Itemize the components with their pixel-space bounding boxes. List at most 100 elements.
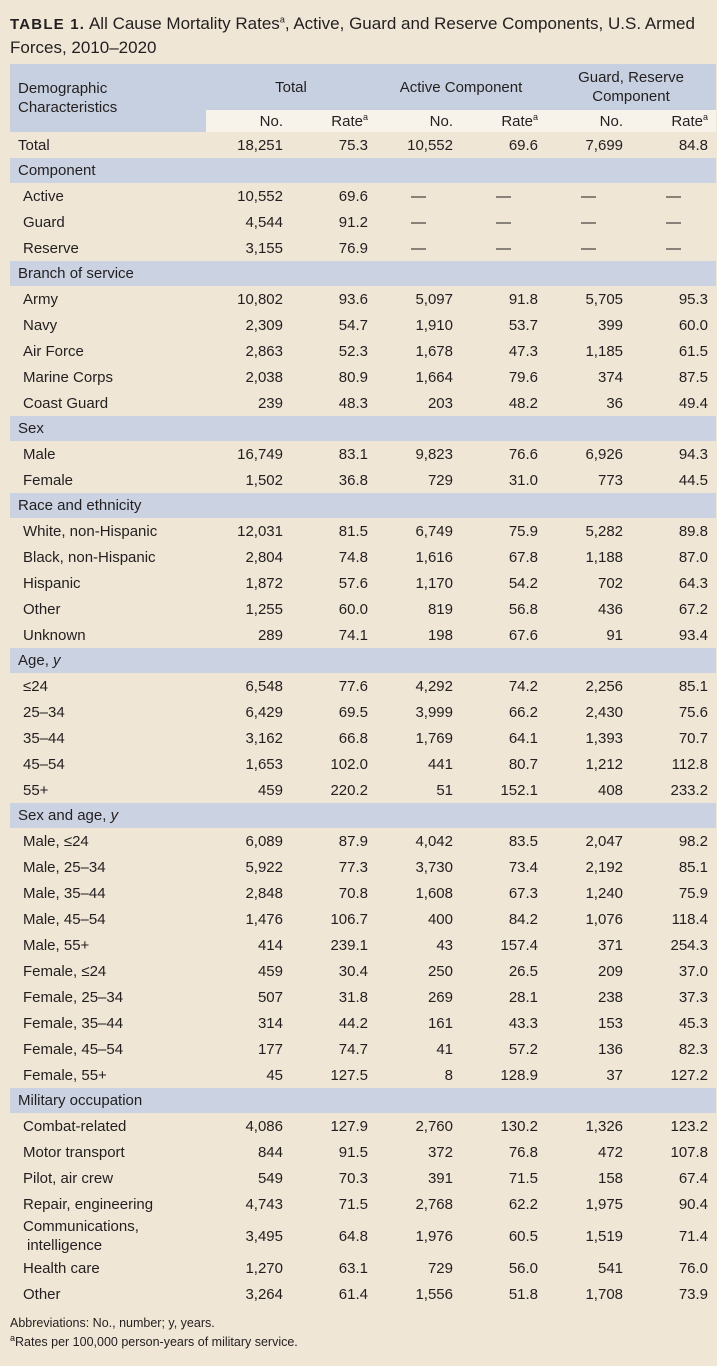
- cell-number: 209: [597, 962, 624, 980]
- table-row: ≤24 6,548 77.6 4,292 74.2 2,256 85.1: [10, 673, 716, 699]
- table-row: Female, ≤24 459 30.4 250 26.5 209 37.0: [10, 958, 716, 984]
- subheader-rate: Ratea: [291, 110, 376, 132]
- cell-rate: 69.6: [508, 136, 539, 154]
- table-row: Female 1,502 36.8 729 31.0 773 44.5: [10, 467, 716, 493]
- table-row: Male, 25–34 5,922 77.3 3,730 73.4 2,192 85.1: [10, 854, 716, 880]
- table-row: Female, 45–54 177 74.7 41 57.2 136 82.3: [10, 1036, 716, 1062]
- cell-number: 238: [597, 988, 624, 1006]
- cell-number: 4,544: [245, 213, 283, 231]
- cell-rate: —: [666, 239, 682, 257]
- cell-number: 289: [257, 626, 283, 644]
- section-label-text: Branch of service: [18, 265, 134, 282]
- cell-number: 45: [266, 1066, 283, 1084]
- cell-number: 729: [427, 1259, 453, 1277]
- cell-number: 1,664: [415, 368, 453, 386]
- cell-number: 1,185: [585, 342, 624, 360]
- cell-number: —: [581, 239, 597, 257]
- cell-rate: 70.3: [338, 1169, 368, 1187]
- header-total: Total: [206, 64, 376, 110]
- cell-rate: 66.8: [338, 729, 368, 747]
- section-label-text: Sex: [18, 420, 44, 437]
- cell-number: 2,760: [415, 1117, 453, 1135]
- section-label-text: Race and ethnicity: [18, 497, 142, 514]
- table-row: Other 3,264 61.4 1,556 51.8 1,708 73.9: [10, 1281, 716, 1307]
- cell-number: 5,922: [245, 858, 283, 876]
- cell-rate: 84.2: [508, 910, 539, 928]
- row-label: 25–34: [23, 703, 65, 721]
- row-label: Guard: [23, 213, 65, 231]
- cell-number: 1,678: [415, 342, 453, 360]
- cell-rate: 51.8: [508, 1285, 539, 1303]
- cell-number: 7,699: [585, 136, 624, 154]
- cell-number: 1,872: [245, 574, 283, 592]
- cell-number: 3,162: [245, 729, 283, 747]
- section-row: Sex: [10, 416, 717, 441]
- cell-rate: 26.5: [508, 962, 539, 980]
- cell-number: 6,429: [245, 703, 283, 721]
- row-label: Male, ≤24: [23, 832, 89, 850]
- cell-number: 3,999: [415, 703, 453, 721]
- section-row: Age, y: [10, 648, 717, 673]
- row-label: Male: [23, 445, 56, 463]
- cell-rate: 95.3: [678, 290, 709, 308]
- cell-number: 729: [427, 471, 453, 489]
- cell-rate: 90.4: [678, 1195, 709, 1213]
- row-label: White, non-Hispanic: [23, 522, 158, 540]
- cell-rate: 87.0: [678, 548, 709, 566]
- cell-rate: 52.3: [338, 342, 368, 360]
- cell-rate: 49.4: [678, 394, 709, 412]
- row-label: Air Force: [23, 342, 84, 360]
- section-row: Component: [10, 158, 717, 183]
- table-row: Female, 25–34 507 31.8 269 28.1 238 37.3: [10, 984, 716, 1010]
- cell-number: 136: [597, 1040, 624, 1058]
- cell-rate: 254.3: [670, 936, 709, 954]
- cell-rate: 98.2: [678, 832, 709, 850]
- cell-rate: 91.5: [338, 1143, 368, 1161]
- cell-rate: 53.7: [508, 316, 539, 334]
- section-label-text: Age,: [18, 652, 54, 669]
- cell-rate: 56.8: [508, 600, 539, 618]
- cell-number: —: [581, 213, 597, 231]
- cell-rate: 76.6: [508, 445, 539, 463]
- cell-rate: 64.8: [338, 1227, 368, 1245]
- cell-number: 198: [427, 626, 453, 644]
- row-label: Other: [23, 1285, 61, 1303]
- mortality-table: Demographic Characteristics Total Active…: [10, 64, 717, 1307]
- table-row: Male, ≤24 6,089 87.9 4,042 83.5 2,047 98.2: [10, 828, 716, 854]
- table-row: 25–34 6,429 69.5 3,999 66.2 2,430 75.6: [10, 699, 716, 725]
- row-label: Army: [23, 290, 58, 308]
- row-label: Female, 55+: [23, 1066, 107, 1084]
- cell-number: 3,264: [245, 1285, 283, 1303]
- cell-rate: 57.2: [508, 1040, 539, 1058]
- cell-rate: 127.2: [670, 1066, 709, 1084]
- cell-number: 5,282: [585, 522, 624, 540]
- row-label: Female: [23, 471, 74, 489]
- table-row: Combat-related 4,086 127.9 2,760 130.2 1,326 1…: [10, 1113, 716, 1139]
- cell-rate: 79.6: [508, 368, 539, 386]
- cell-number: 3,495: [245, 1227, 283, 1245]
- cell-rate: 85.1: [678, 677, 709, 695]
- cell-number: 161: [427, 1014, 453, 1032]
- rate-footnote-marker: a: [362, 111, 368, 122]
- row-label: Health care: [23, 1259, 100, 1277]
- cell-number: 12,031: [237, 522, 283, 540]
- cell-rate: 67.8: [508, 548, 539, 566]
- cell-number: 4,042: [415, 832, 453, 850]
- footnote-rates-text: Rates per 100,000 person-years of milita…: [15, 1335, 298, 1349]
- cell-rate: 127.9: [330, 1117, 368, 1135]
- cell-number: 203: [427, 394, 453, 412]
- footnote-rates: aRates per 100,000 person-years of milit…: [10, 1333, 710, 1352]
- cell-number: 250: [427, 962, 453, 980]
- cell-number: 4,743: [245, 1195, 283, 1213]
- cell-number: 459: [257, 781, 283, 799]
- cell-number: 408: [597, 781, 624, 799]
- cell-number: 8: [444, 1066, 453, 1084]
- cell-number: 819: [427, 600, 453, 618]
- cell-number: 16,749: [237, 445, 283, 463]
- table-row: Male, 35–44 2,848 70.8 1,608 67.3 1,240 75.9: [10, 880, 716, 906]
- cell-rate: 60.0: [338, 600, 368, 618]
- cell-rate: 28.1: [508, 988, 539, 1006]
- header-active: Active Component: [376, 64, 547, 110]
- row-label-line2: intelligence: [27, 1237, 103, 1254]
- section-label-unit: y: [53, 652, 61, 669]
